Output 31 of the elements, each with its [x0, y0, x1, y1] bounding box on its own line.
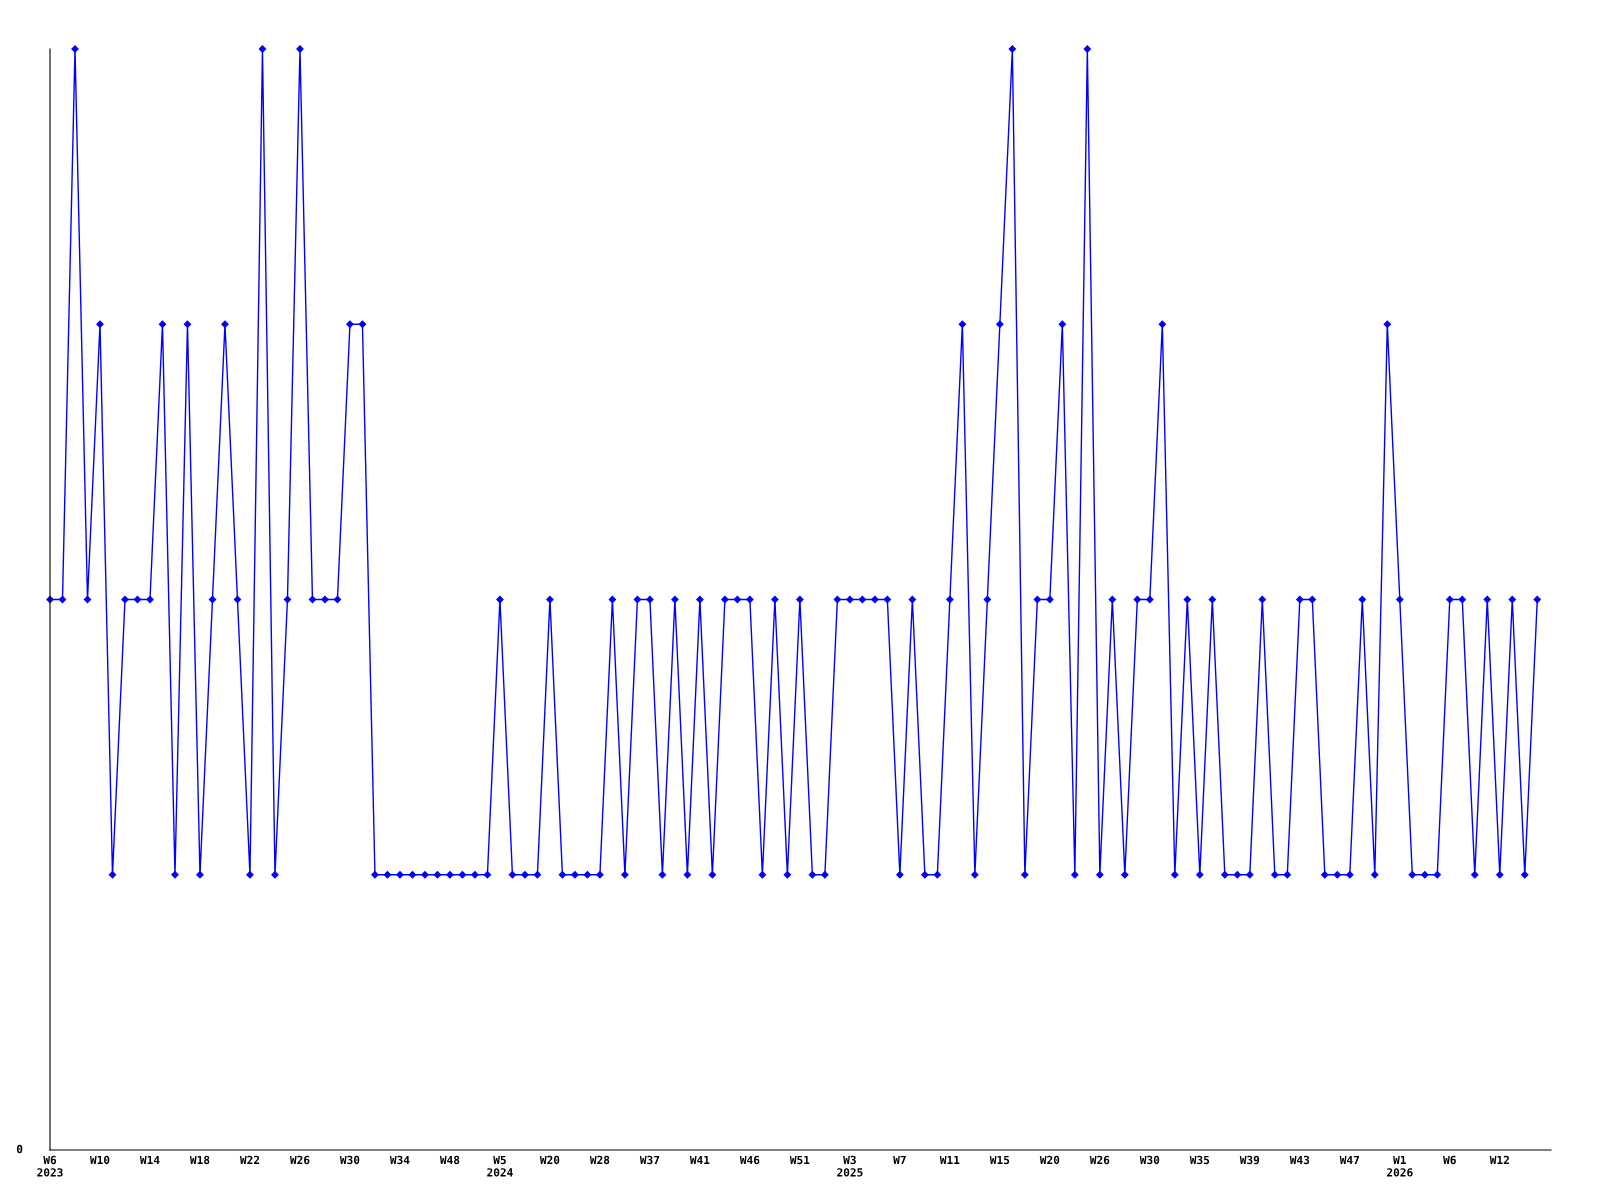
x-tick-label: W48 [439, 1155, 460, 1165]
text: 0 [16, 1144, 23, 1154]
x-tick-label: W34 [389, 1155, 410, 1165]
x-tick-label: W20 [539, 1155, 560, 1165]
x-tick-label: W39 [1239, 1155, 1260, 1165]
x-tick-label: W6 [1443, 1155, 1456, 1165]
x-tick-label: W12 [1489, 1155, 1509, 1164]
x-tick-label: W28 [589, 1155, 610, 1165]
x-tick-label: W26 [289, 1155, 310, 1165]
x-tick-label: W20 [1039, 1155, 1060, 1165]
x-tick-label: W51 [789, 1155, 810, 1165]
x-tick-label: W11 [939, 1155, 960, 1164]
x-tick-label: W30 [1139, 1155, 1160, 1165]
x-tick-label: W30 [339, 1155, 360, 1165]
x-tick-label: W43 [1289, 1155, 1310, 1165]
x-tick-label: W14 [139, 1155, 160, 1164]
x-tick-label: W35 [1189, 1155, 1210, 1165]
x-tick-label: W6 2023 [37, 1155, 63, 1177]
x-tick-label: W26 [1089, 1155, 1110, 1165]
x-tick-label: W18 [189, 1155, 210, 1165]
x-tick-label: W22 [239, 1155, 260, 1164]
x-tick-label: W41 [689, 1155, 710, 1164]
x-tick-label: W10 [89, 1155, 110, 1165]
x-tick-label: W46 [739, 1155, 760, 1165]
x-tick-label: W7 [893, 1155, 906, 1164]
x-tick-label: W47 [1339, 1155, 1359, 1164]
x-tick-label: W3 2025 [837, 1155, 863, 1177]
x-tick-label: W15 [989, 1155, 1010, 1165]
x-tick-label: W5 2024 [487, 1155, 513, 1177]
x-tick-label: W37 [639, 1155, 660, 1165]
x-tick-label: W1 2026 [1387, 1155, 1413, 1177]
